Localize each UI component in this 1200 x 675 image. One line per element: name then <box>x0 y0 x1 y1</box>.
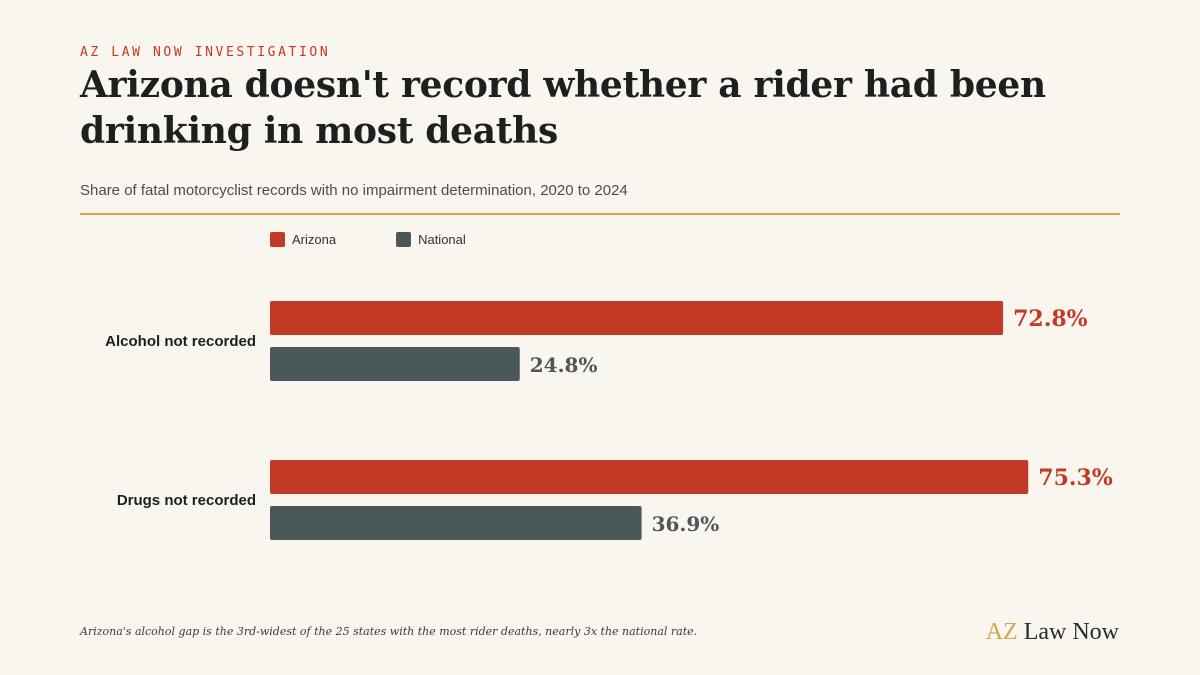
bar-national <box>270 506 642 540</box>
legend-swatch-arizona <box>270 232 285 247</box>
brand-suffix: Law Now <box>1023 619 1119 645</box>
legend-item-arizona: Arizona <box>270 232 336 247</box>
data-label-arizona: 72.8% <box>1013 306 1088 332</box>
footnote: Arizona's alcohol gap is the 3rd-widest … <box>80 625 698 638</box>
divider-rule <box>80 213 1120 215</box>
data-label-arizona: 75.3% <box>1038 465 1113 491</box>
brand-prefix: AZ <box>985 619 1018 645</box>
data-label-national: 24.8% <box>530 353 598 377</box>
data-label-national: 36.9% <box>652 512 720 536</box>
category-label: Alcohol not recorded <box>105 333 256 350</box>
bar-arizona <box>270 301 1004 335</box>
kicker: AZ LAW NOW INVESTIGATION <box>80 45 331 60</box>
category-label: Drugs not recorded <box>117 492 256 509</box>
legend: Arizona National <box>270 232 526 247</box>
chart-subtitle: Share of fatal motorcyclist records with… <box>80 182 628 199</box>
legend-item-national: National <box>396 232 466 247</box>
brand-logo: AZ Law Now <box>986 619 1119 646</box>
bar-arizona <box>270 460 1029 494</box>
legend-swatch-national <box>396 232 412 247</box>
legend-label-national: National <box>418 232 466 247</box>
bar-national <box>270 347 520 381</box>
chart-title: Arizona doesn't record whether a rider h… <box>80 64 1046 152</box>
legend-label-arizona: Arizona <box>292 232 337 247</box>
